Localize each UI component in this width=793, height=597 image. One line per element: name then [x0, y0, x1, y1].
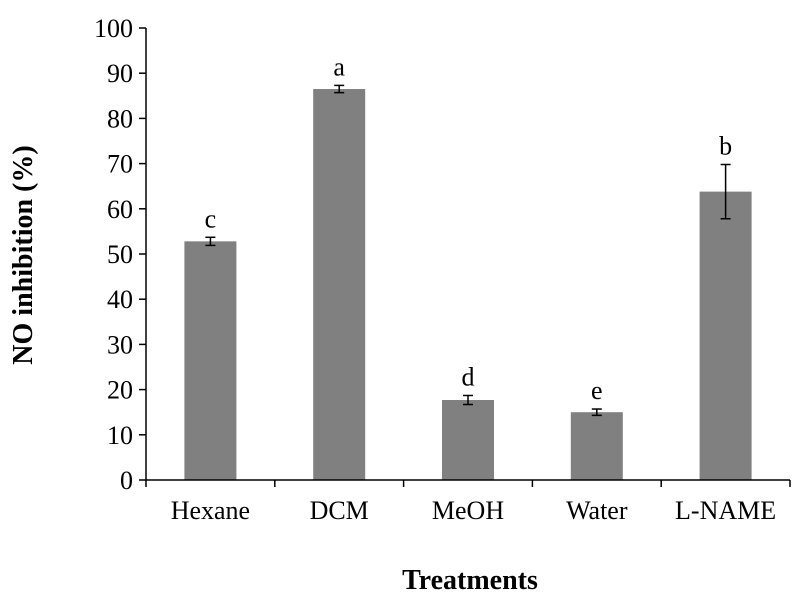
y-tick-label: 100	[94, 14, 133, 43]
error-bars-group	[205, 84, 731, 417]
x-axis-ticks: Hexane DCM MeOH Water L-NAME	[145, 480, 791, 525]
y-tick-label: 70	[107, 150, 133, 179]
y-axis-ticks: 0 10 20 30 40 50 60 70 80 90 100	[94, 14, 146, 495]
y-tick-label: 30	[107, 330, 133, 359]
y-tick-label: 10	[107, 421, 133, 450]
bar-water	[570, 412, 623, 480]
y-tick-label: 0	[120, 466, 133, 495]
bar-dcm	[313, 89, 366, 481]
significance-letter: b	[719, 132, 732, 161]
bar-meoh	[442, 399, 494, 480]
y-tick-label: 40	[107, 285, 133, 314]
bars-group	[184, 89, 752, 481]
x-tick-label: Water	[566, 496, 628, 525]
x-tick-label: Hexane	[171, 496, 250, 525]
significance-letter: c	[205, 204, 217, 233]
significance-letter: e	[591, 376, 603, 405]
x-tick-label: MeOH	[432, 496, 504, 525]
y-tick-label: 80	[107, 104, 133, 133]
significance-letter: d	[462, 362, 475, 391]
y-tick-label: 20	[107, 376, 133, 405]
x-tick-label: L-NAME	[675, 496, 776, 525]
bar-hexane	[184, 241, 237, 480]
x-axis-title: Treatments	[402, 565, 538, 596]
significance-letters-group: c a d e b	[205, 52, 732, 405]
significance-letter: a	[333, 52, 345, 81]
x-tick-label: DCM	[310, 496, 369, 525]
y-axis-title: NO inhibition (%)	[8, 145, 39, 364]
y-tick-label: 60	[107, 195, 133, 224]
y-tick-label: 90	[107, 59, 133, 88]
y-tick-label: 50	[107, 240, 133, 269]
bar-l-name	[699, 191, 752, 480]
